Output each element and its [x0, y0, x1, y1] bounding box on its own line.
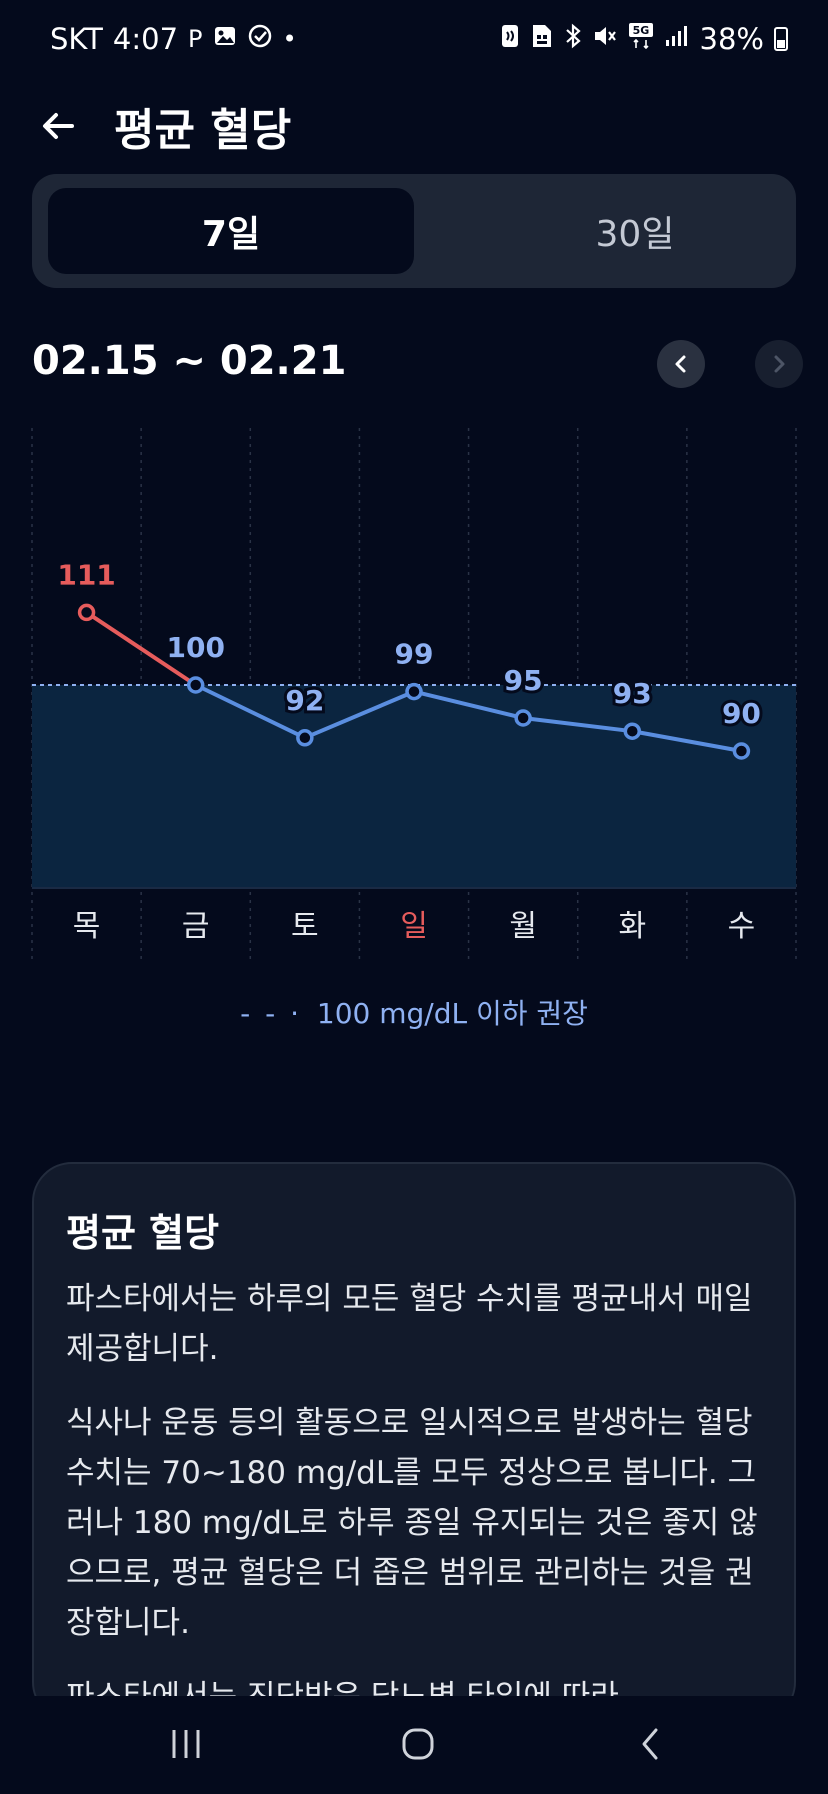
dot-icon: •: [282, 25, 297, 53]
glucose-line-chart: 111 100 92 99 95 93 90 목 금 토 일 월 화 수: [0, 420, 828, 980]
battery-percent: 38%: [699, 22, 764, 56]
data-point: [405, 682, 423, 701]
5g-icon: 5G: [628, 22, 654, 56]
clock: 4:07: [112, 22, 179, 56]
carrier-label: SKT: [50, 22, 103, 56]
app-header: 평균 혈당: [0, 80, 828, 180]
x-tick-label: 월: [509, 909, 537, 944]
arrow-left-icon: [43, 113, 74, 139]
x-tick-label: 금: [182, 909, 210, 944]
signal-icon: [664, 24, 690, 54]
nfc-icon: [500, 23, 520, 55]
status-bar: SKT 4:07 P • 5G 38%: [0, 0, 828, 80]
info-paragraph: 식사나 운동 등의 활동으로 일시적으로 발생하는 혈당 수치는 70~180 …: [66, 1405, 758, 1641]
data-point: [514, 709, 532, 727]
parking-icon: P: [188, 25, 203, 53]
chevron-right-icon: [774, 355, 785, 373]
chart-svg: 111 100 92 99 95 93 90 목 금 토 일 월 화 수: [31, 428, 797, 960]
sim-icon: [530, 23, 554, 55]
series-line-segment: [193, 683, 307, 740]
status-left: SKT 4:07 P •: [50, 22, 297, 56]
chevron-left-icon: [675, 355, 686, 373]
data-point: [623, 722, 642, 740]
bluetooth-icon: [564, 23, 582, 55]
back-button[interactable]: [30, 98, 86, 154]
page-title: 평균 혈당: [114, 105, 292, 156]
info-paragraph: 파스타에서는 하루의 모든 혈당 수치를 평균내서 매일 제공합니다.: [66, 1281, 753, 1367]
previous-period-button[interactable]: [657, 340, 705, 388]
home-button[interactable]: [378, 1716, 458, 1772]
chart-legend: - - · 100 mg/dL 이하 권장: [0, 992, 828, 1032]
date-range-label: 02.15 ~ 02.21: [32, 338, 347, 384]
next-period-button[interactable]: [755, 340, 803, 388]
5g-text: 5G: [632, 24, 649, 37]
data-label: 90: [722, 697, 761, 730]
data-point: [732, 742, 751, 760]
home-icon: [402, 1728, 434, 1760]
data-point: [186, 676, 205, 694]
data-label: 100: [166, 631, 224, 664]
info-card-body: 파스타에서는 하루의 모든 혈당 수치를 평균내서 매일 제공합니다. 식사나 …: [66, 1274, 766, 1720]
info-card: 평균 혈당 파스타에서는 하루의 모든 혈당 수치를 평균내서 매일 제공합니다…: [32, 1162, 796, 1722]
series-line-segment: [521, 716, 635, 734]
system-nav-bar: [0, 1696, 828, 1794]
data-point: [77, 603, 96, 622]
status-right: 5G 38%: [500, 22, 788, 56]
x-tick-label: 목: [73, 909, 101, 944]
x-tick-label: 화: [618, 909, 646, 944]
data-label: 93: [613, 677, 652, 710]
target-range-band: [32, 685, 796, 888]
legend-text: 100 mg/dL 이하 권장: [316, 997, 588, 1030]
data-point: [296, 729, 314, 747]
series-line-segment: [630, 729, 744, 753]
info-card-title: 평균 혈당: [66, 1211, 220, 1255]
dashed-line-icon: - - ·: [240, 997, 302, 1030]
data-label: 99: [395, 638, 434, 671]
image-icon: [213, 24, 237, 54]
x-tick-label: 수: [728, 909, 756, 944]
series-line-segment: [84, 610, 198, 687]
series-line-segment: [412, 689, 526, 720]
x-tick-label: 일: [400, 909, 428, 944]
check-circle-icon: [247, 23, 273, 55]
data-label: 95: [504, 664, 543, 697]
tab-7-days[interactable]: 7일: [48, 188, 414, 274]
system-back-button[interactable]: [610, 1716, 690, 1772]
series-line-segment: [302, 689, 416, 740]
mute-icon: [592, 23, 618, 55]
data-label: 92: [285, 684, 324, 717]
data-label: 111: [57, 558, 115, 591]
period-segmented-control: 7일 30일: [32, 174, 796, 288]
chevron-left-icon: [642, 1728, 658, 1760]
tab-30-days[interactable]: 30일: [595, 214, 675, 255]
recent-apps-button[interactable]: [146, 1716, 226, 1772]
x-tick-label: 토: [291, 909, 319, 944]
battery-icon: [774, 27, 788, 51]
recent-apps-icon: [172, 1730, 200, 1758]
